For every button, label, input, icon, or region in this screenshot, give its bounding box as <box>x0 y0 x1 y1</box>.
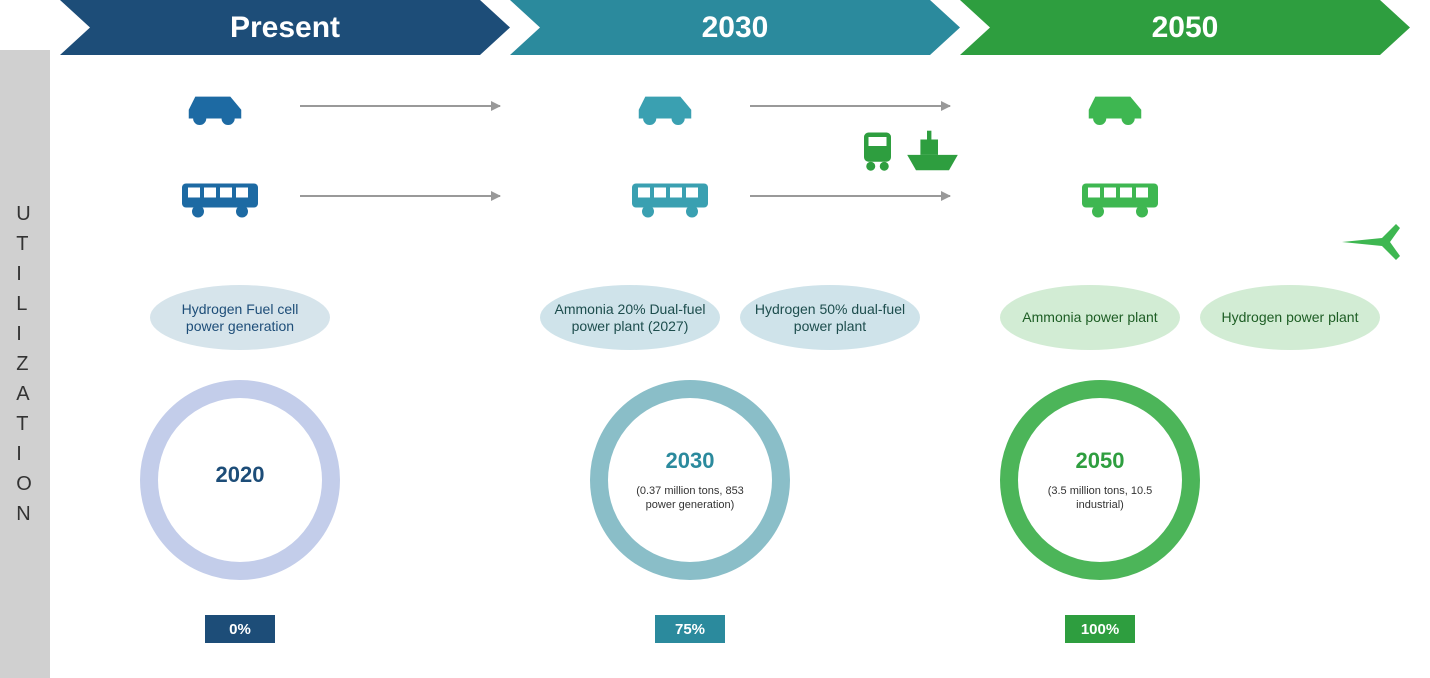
pill-label: Hydrogen power plant <box>1222 309 1359 326</box>
pill-hydrogen-50: Hydrogen 50% dual-fuel power plant <box>740 285 920 350</box>
pill-label: Ammonia 20% Dual-fuel power plant (2027) <box>554 301 706 335</box>
plane-icon <box>1340 220 1400 270</box>
bus-icon <box>180 175 260 220</box>
sidebar-label: UTILIZATION <box>16 199 34 529</box>
arrow-icon <box>750 195 950 197</box>
arrow-icon <box>750 105 950 107</box>
pill-hydrogen-plant: Hydrogen power plant <box>1200 285 1380 350</box>
percent-box-2050: 100% <box>1065 615 1135 643</box>
pill-ammonia-plant: Ammonia power plant <box>1000 285 1180 350</box>
car-icon <box>180 85 250 130</box>
ring-2050: 2050 (3.5 million tons, 10.5 industrial) <box>1000 380 1200 580</box>
train-icon <box>855 128 900 173</box>
percent-label: 0% <box>229 621 251 638</box>
banner-2050: 2050 <box>960 0 1410 55</box>
ring-year: 2050 <box>1076 448 1125 474</box>
ring-detail: (3.5 million tons, 10.5 industrial) <box>1018 484 1182 513</box>
ship-icon <box>905 128 960 173</box>
percent-label: 75% <box>675 621 705 638</box>
pill-ammonia-20: Ammonia 20% Dual-fuel power plant (2027) <box>540 285 720 350</box>
banner-present: Present <box>60 0 510 55</box>
ring-2030: 2030 (0.37 million tons, 853 power gener… <box>590 380 790 580</box>
arrow-icon <box>300 105 500 107</box>
sidebar-utilization: UTILIZATION <box>0 50 50 678</box>
car-icon <box>1080 85 1150 130</box>
banner-2030: 2030 <box>510 0 960 55</box>
percent-box-2030: 75% <box>655 615 725 643</box>
banner-label: Present <box>230 11 340 45</box>
percent-box-2020: 0% <box>205 615 275 643</box>
ring-2020: 2020 <box>140 380 340 580</box>
pill-hydrogen-fuelcell: Hydrogen Fuel cell power generation <box>150 285 330 350</box>
banner-label: 2050 <box>1152 11 1219 45</box>
pill-label: Ammonia power plant <box>1022 309 1157 326</box>
percent-label: 100% <box>1081 621 1119 638</box>
bus-icon <box>630 175 710 220</box>
arrow-icon <box>300 195 500 197</box>
pill-label: Hydrogen 50% dual-fuel power plant <box>754 301 906 335</box>
ring-year: 2030 <box>666 448 715 474</box>
ring-year: 2020 <box>216 462 265 488</box>
ring-detail: (0.37 million tons, 853 power generation… <box>608 484 772 513</box>
pill-label: Hydrogen Fuel cell power generation <box>164 301 316 335</box>
bus-icon <box>1080 175 1160 220</box>
car-icon <box>630 85 700 130</box>
banner-label: 2030 <box>702 11 769 45</box>
